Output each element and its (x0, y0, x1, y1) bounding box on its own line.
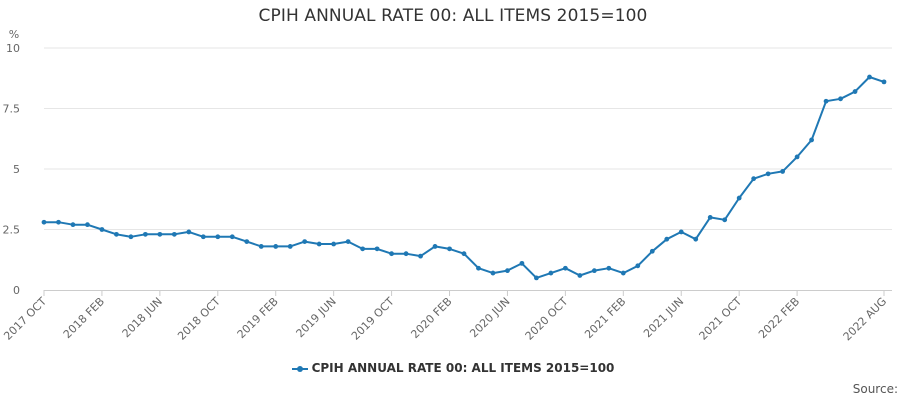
chart-title: CPIH ANNUAL RATE 00: ALL ITEMS 2015=100 (258, 6, 648, 26)
data-point[interactable]: 2020 JUL: 1.1 (519, 260, 525, 266)
y-tick-label: 2.5 (3, 224, 21, 237)
data-point[interactable]: 2021 JUN: 2.4 (678, 229, 684, 235)
data-point[interactable]: 2020 JUN: 0.8 (505, 268, 510, 274)
x-tick-label: 2020 JUN (467, 295, 512, 340)
data-point[interactable]: 2021 APR: 1.6 (649, 248, 655, 254)
data-point[interactable]: 2020 AUG: 0.5 (534, 275, 539, 281)
x-tick-label: 2022 FEB (756, 295, 802, 341)
data-point[interactable]: 2022 JUL: 8.8 (867, 74, 872, 80)
data-point[interactable]: 2022 APR: 7.8 (823, 98, 829, 104)
data-point[interactable]: 2022 JAN: 4.9 (780, 169, 786, 174)
data-point[interactable]: 2021 SEP: 2.9 (722, 217, 728, 223)
data-point[interactable]: 2022 AUG: 8.6 (881, 79, 887, 85)
data-point[interactable]: 2019 MAY: 1.9 (316, 241, 322, 247)
data-point[interactable]: 2019 AUG: 1.7 (360, 246, 366, 252)
data-point[interactable]: 2020 DEC: 0.8 (591, 268, 597, 274)
data-point[interactable]: 2019 SEP: 1.7 (374, 246, 380, 252)
x-tick-label: 2018 OCT (175, 295, 223, 343)
data-point[interactable]: 2018 OCT: 2.2 (215, 234, 221, 240)
data-point[interactable]: 2018 SEP: 2.2 (200, 234, 206, 240)
x-tick-label: 2017 OCT (1, 295, 49, 343)
y-tick-label: 7.5 (3, 103, 21, 116)
legend[interactable]: CPIH ANNUAL RATE 00: ALL ITEMS 2015=100 (0, 361, 906, 375)
data-point[interactable]: 2020 MAY: 0.7 (490, 270, 496, 276)
data-point[interactable]: 2021 FEB: 0.7 (620, 270, 626, 276)
data-point[interactable]: 2022 JUN: 8.2 (852, 89, 858, 94)
y-tick-label: 0 (13, 284, 20, 297)
x-tick-label: 2021 OCT (697, 295, 745, 343)
y-axis-label: % (9, 28, 19, 41)
x-tick-label: 2022 AUG (841, 295, 890, 344)
data-point[interactable]: 2019 NOV: 1.5 (403, 251, 409, 257)
data-point[interactable]: 2018 NOV: 2.2 (229, 234, 235, 240)
x-tick-label: 2020 FEB (408, 295, 454, 341)
data-point[interactable]: 2020 JAN: 1.8 (432, 244, 438, 249)
x-tick-label: 2021 JUN (641, 295, 686, 340)
source-label: Source: (852, 382, 898, 396)
legend-swatch-icon (291, 364, 308, 374)
data-point[interactable]: 2022 MAR: 6.2 (809, 137, 814, 143)
data-point[interactable]: 2018 MAR: 2.3 (114, 231, 119, 237)
series-line (44, 76, 885, 279)
y-tick-label: 5 (13, 163, 20, 176)
data-point[interactable]: 2020 APR: 0.9 (476, 265, 481, 271)
data-point[interactable]: 2018 DEC: 2 (244, 239, 250, 245)
x-tick-label: 2018 FEB (61, 295, 107, 341)
data-point[interactable]: 2019 APR: 2 (302, 239, 308, 245)
x-tick-label: 2019 JUN (294, 295, 339, 340)
grid-lines (44, 47, 892, 230)
data-point[interactable]: 2019 FEB: 1.8 (273, 244, 279, 249)
data-point[interactable]: 2018 FEB: 2.5 (99, 227, 105, 232)
axes: 02.557.510%2017 OCT 2018 FEB 2018 JUN 2018 … (1, 28, 892, 343)
data-point[interactable]: 2020 FEB: 1.7 (447, 246, 452, 252)
data-point[interactable]: 2018 APR: 2.2 (128, 234, 134, 240)
data-point[interactable]: 2021 AUG: 3 (707, 215, 713, 220)
data-point[interactable]: 2022 MAY: 7.9 (838, 96, 843, 102)
data-point[interactable]: 2017 NOV: 2.8 (56, 219, 61, 225)
data-point[interactable]: 2021 JUL: 2.1 (693, 236, 699, 242)
legend-label: CPIH ANNUAL RATE 00: ALL ITEMS 2015=100 (311, 361, 615, 375)
data-point[interactable]: 2020 NOV: 0.6 (577, 273, 583, 278)
data-point[interactable]: 2021 JAN: 0.9 (606, 265, 612, 271)
x-tick-label: 2019 OCT (349, 295, 397, 343)
data-point[interactable]: 2020 OCT: 0.9 (562, 265, 568, 271)
data-point[interactable]: 2021 MAR: 1 (635, 263, 641, 269)
data-point[interactable]: 2021 NOV: 4.6 (751, 176, 757, 182)
series-layer: 2017 OCT: 2.8 2017 NOV: 2.8 2017 DEC: 2.7 2… (41, 74, 887, 281)
data-point[interactable]: 2019 JUN: 1.9 (331, 241, 337, 247)
x-tick-label: 2021 FEB (582, 295, 628, 341)
data-point[interactable]: 2019 OCT: 1.5 (389, 251, 394, 257)
data-point[interactable]: 2019 DEC: 1.4 (418, 253, 423, 259)
data-point[interactable]: 2017 OCT: 2.8 (41, 219, 47, 225)
y-tick-label: 10 (6, 42, 20, 55)
data-point[interactable]: 2019 JUL: 2 (345, 239, 351, 245)
data-point[interactable]: 2021 MAY: 2.1 (664, 236, 670, 242)
data-point[interactable]: 2019 MAR: 1.8 (287, 244, 293, 249)
x-tick-label: 2019 FEB (235, 295, 281, 341)
data-point[interactable]: 2021 OCT: 3.8 (736, 195, 742, 201)
data-point[interactable]: 2018 MAY: 2.3 (142, 231, 148, 237)
data-point[interactable]: 2018 JAN: 2.7 (85, 222, 90, 228)
data-point[interactable]: 2018 JUN: 2.3 (157, 231, 163, 237)
data-point[interactable]: 2018 AUG: 2.4 (186, 229, 192, 235)
data-point[interactable]: 2018 JUL: 2.3 (171, 231, 177, 237)
data-point[interactable]: 2019 JAN: 1.8 (258, 244, 264, 249)
data-point[interactable]: 2021 DEC: 4.8 (765, 171, 771, 177)
x-tick-label: 2020 OCT (523, 295, 571, 343)
x-tick-label: 2018 JUN (120, 295, 165, 340)
data-point[interactable]: 2020 MAR: 1.5 (461, 251, 467, 257)
data-point[interactable]: 2020 SEP: 0.7 (548, 270, 554, 276)
data-point[interactable]: 2017 DEC: 2.7 (70, 222, 76, 228)
data-point[interactable]: 2022 FEB: 5.5 (794, 154, 800, 160)
